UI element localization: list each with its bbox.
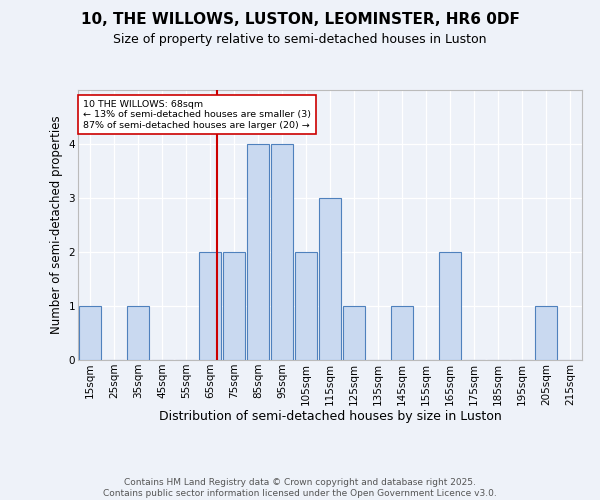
Bar [79,306,101,360]
Text: 10 THE WILLOWS: 68sqm
← 13% of semi-detached houses are smaller (3)
87% of semi-: 10 THE WILLOWS: 68sqm ← 13% of semi-deta… [83,100,311,130]
Bar [343,306,365,360]
Bar [439,252,461,360]
Bar [535,306,557,360]
X-axis label: Distribution of semi-detached houses by size in Luston: Distribution of semi-detached houses by … [158,410,502,424]
Text: Size of property relative to semi-detached houses in Luston: Size of property relative to semi-detach… [113,32,487,46]
Bar [319,198,341,360]
Bar [247,144,269,360]
Bar [271,144,293,360]
Bar [199,252,221,360]
Bar [223,252,245,360]
Bar [295,252,317,360]
Text: Contains HM Land Registry data © Crown copyright and database right 2025.
Contai: Contains HM Land Registry data © Crown c… [103,478,497,498]
Bar [127,306,149,360]
Y-axis label: Number of semi-detached properties: Number of semi-detached properties [50,116,63,334]
Text: 10, THE WILLOWS, LUSTON, LEOMINSTER, HR6 0DF: 10, THE WILLOWS, LUSTON, LEOMINSTER, HR6… [80,12,520,28]
Bar [391,306,413,360]
